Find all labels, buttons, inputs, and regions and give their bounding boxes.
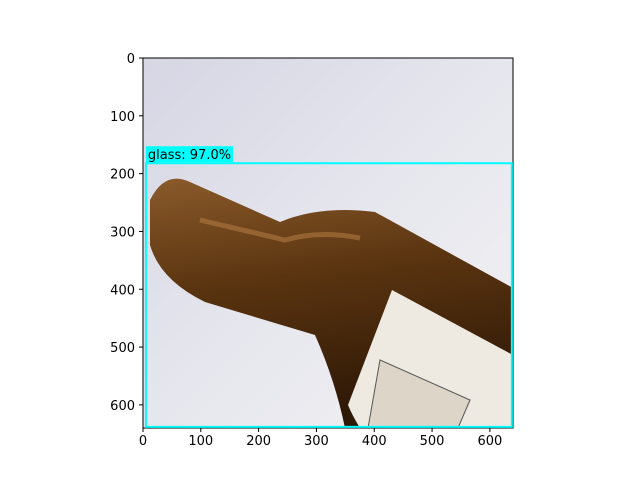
y-tick-label: 200 bbox=[110, 168, 135, 183]
x-tick-label: 0 bbox=[139, 434, 147, 449]
y-tick-label: 500 bbox=[110, 341, 135, 356]
y-tick-label: 600 bbox=[110, 399, 135, 414]
x-tick-label: 100 bbox=[188, 434, 213, 449]
photo bbox=[143, 58, 513, 428]
x-tick-label: 500 bbox=[420, 434, 445, 449]
detection-box bbox=[144, 162, 513, 428]
x-tick-label: 200 bbox=[246, 434, 271, 449]
y-tick-label: 400 bbox=[110, 283, 135, 298]
box-label: glass: 97.0% bbox=[148, 148, 231, 163]
label-background bbox=[145, 146, 234, 163]
x-tick-label: 600 bbox=[477, 434, 502, 449]
axes-frame bbox=[142, 57, 514, 429]
y-tick-label: 0 bbox=[127, 52, 135, 67]
x-tick-label: 300 bbox=[304, 434, 329, 449]
y-tick-label: 300 bbox=[110, 225, 135, 240]
y-tick-label: 100 bbox=[110, 110, 135, 125]
x-tick-label: 400 bbox=[362, 434, 387, 449]
